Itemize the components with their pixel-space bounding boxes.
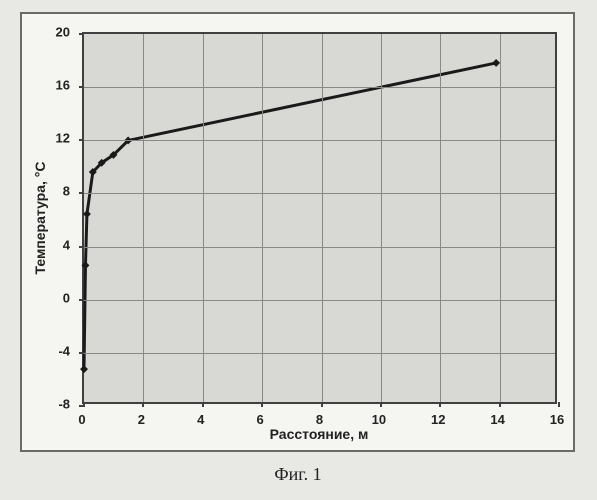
gridline-horizontal xyxy=(84,193,555,194)
chart-panel: Расстояние, м Температура, °С 0 2 4 6 8 10 12 1… xyxy=(20,12,575,452)
y-tick xyxy=(79,139,84,141)
gridline-horizontal xyxy=(84,300,555,301)
y-tick-label: 0 xyxy=(63,290,70,305)
x-tick xyxy=(142,402,144,407)
x-axis-title: Расстояние, м xyxy=(270,426,369,442)
x-tick-label: 2 xyxy=(138,412,145,427)
gridline-vertical xyxy=(143,34,144,402)
x-tick-label: 4 xyxy=(197,412,204,427)
data-marker xyxy=(82,261,90,269)
y-tick-label: -4 xyxy=(58,343,70,358)
x-tick xyxy=(499,402,501,407)
gridline-vertical xyxy=(381,34,382,402)
y-tick xyxy=(79,192,84,194)
gridline-horizontal xyxy=(84,140,555,141)
y-tick-label: 20 xyxy=(56,25,70,40)
x-tick xyxy=(439,402,441,407)
y-tick-label: 8 xyxy=(63,184,70,199)
gridline-vertical xyxy=(440,34,441,402)
gridline-horizontal xyxy=(84,87,555,88)
data-marker xyxy=(83,210,91,218)
gridline-vertical xyxy=(322,34,323,402)
x-tick-label: 10 xyxy=(372,412,386,427)
y-tick-label: 12 xyxy=(56,131,70,146)
y-axis-title: Температура, °С xyxy=(32,161,48,274)
y-tick xyxy=(79,352,84,354)
figure-caption: Фиг. 1 xyxy=(274,464,321,485)
x-tick xyxy=(202,402,204,407)
y-tick-label: 4 xyxy=(63,237,70,252)
x-tick-label: 14 xyxy=(490,412,504,427)
x-tick-label: 8 xyxy=(316,412,323,427)
y-tick-label: -8 xyxy=(58,397,70,412)
gridline-horizontal xyxy=(84,353,555,354)
x-tick-label: 12 xyxy=(431,412,445,427)
x-tick xyxy=(380,402,382,407)
x-tick xyxy=(321,402,323,407)
y-tick xyxy=(79,33,84,35)
y-tick xyxy=(79,246,84,248)
data-marker xyxy=(80,365,88,373)
gridline-vertical xyxy=(203,34,204,402)
x-tick-label: 0 xyxy=(78,412,85,427)
plot-area xyxy=(82,32,557,404)
x-tick xyxy=(558,402,560,407)
x-tick xyxy=(261,402,263,407)
x-tick-label: 6 xyxy=(257,412,264,427)
y-tick xyxy=(79,299,84,301)
y-tick xyxy=(79,86,84,88)
y-tick xyxy=(79,405,84,407)
gridline-horizontal xyxy=(84,247,555,248)
chart-svg xyxy=(84,34,555,402)
x-tick-label: 16 xyxy=(550,412,564,427)
y-tick-label: 16 xyxy=(56,78,70,93)
data-line xyxy=(84,63,496,369)
gridline-vertical xyxy=(262,34,263,402)
gridline-vertical xyxy=(500,34,501,402)
